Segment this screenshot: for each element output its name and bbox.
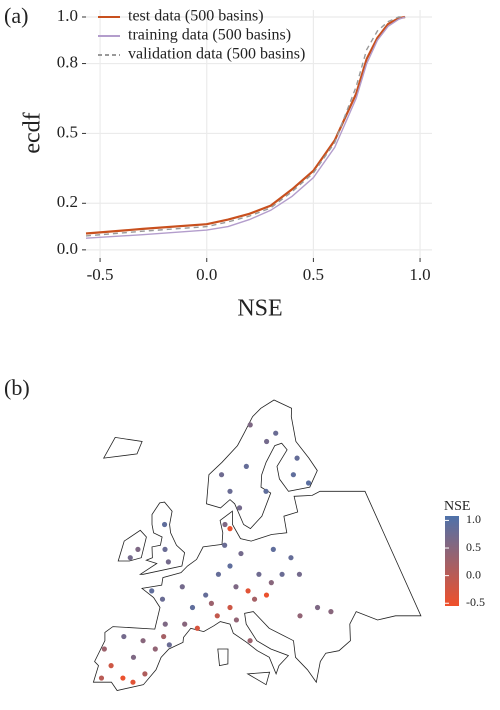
station-point bbox=[264, 438, 270, 445]
station-point bbox=[215, 571, 222, 577]
station-point bbox=[227, 526, 233, 532]
country-outline bbox=[217, 648, 229, 667]
station-point bbox=[247, 422, 253, 428]
station-point bbox=[296, 571, 303, 577]
colorbar-label: 0.0 bbox=[466, 567, 481, 581]
station-point bbox=[251, 596, 258, 602]
station-point bbox=[179, 584, 185, 590]
ecdf-line bbox=[85, 15, 406, 235]
station-point bbox=[263, 592, 270, 598]
station-point bbox=[101, 646, 107, 652]
station-point bbox=[218, 472, 225, 478]
station-point bbox=[166, 642, 172, 648]
x-axis-label: NSE bbox=[237, 296, 282, 322]
station-point bbox=[189, 604, 196, 611]
map-land bbox=[92, 399, 422, 691]
colorbar-label: 1.0 bbox=[466, 512, 481, 526]
station-point bbox=[135, 546, 141, 553]
station-point bbox=[152, 646, 158, 652]
station-point bbox=[194, 625, 200, 631]
country-outline bbox=[246, 671, 271, 686]
y-tick-label: 0.8 bbox=[57, 52, 78, 71]
station-point bbox=[297, 613, 303, 619]
ecdf-line bbox=[85, 16, 406, 237]
station-point bbox=[182, 621, 188, 627]
ecdf-line bbox=[85, 16, 406, 239]
station-point bbox=[238, 550, 244, 557]
station-point bbox=[273, 430, 279, 436]
station-point bbox=[328, 609, 334, 615]
legend-title: NSE bbox=[444, 499, 470, 514]
station-point bbox=[243, 463, 249, 469]
station-point bbox=[227, 563, 233, 569]
station-point bbox=[288, 555, 294, 561]
station-point bbox=[268, 580, 274, 586]
station-point bbox=[263, 488, 269, 494]
y-tick-label: 0.5 bbox=[57, 122, 78, 141]
panel-label: (a) bbox=[4, 3, 28, 28]
station-point bbox=[294, 455, 300, 461]
y-tick-label: 0.2 bbox=[57, 192, 78, 211]
station-point bbox=[214, 613, 220, 619]
station-point bbox=[270, 546, 276, 553]
station-point bbox=[161, 633, 167, 640]
colorbar-label: -0.5 bbox=[466, 595, 485, 609]
station-point bbox=[162, 621, 168, 627]
x-tick-label: 0.0 bbox=[196, 265, 217, 284]
country-outline bbox=[92, 490, 422, 691]
x-tick-label: 1.0 bbox=[409, 265, 430, 284]
y-axis-label: ecdf bbox=[20, 112, 46, 153]
station-point bbox=[120, 675, 126, 681]
station-point bbox=[208, 600, 215, 606]
station-point bbox=[165, 559, 171, 565]
station-point bbox=[227, 488, 233, 494]
colorbar bbox=[445, 516, 459, 606]
station-point bbox=[121, 633, 127, 640]
station-point bbox=[222, 521, 228, 528]
country-outline bbox=[102, 436, 143, 459]
station-point bbox=[161, 521, 168, 528]
station-point bbox=[314, 604, 321, 611]
x-tick-label: -0.5 bbox=[87, 265, 114, 284]
colorbar-label: 0.5 bbox=[466, 540, 481, 554]
legend-label: validation data (500 basins) bbox=[128, 46, 305, 63]
country-outline bbox=[117, 529, 147, 562]
station-point bbox=[98, 675, 105, 681]
station-point bbox=[227, 604, 233, 611]
station-point bbox=[305, 480, 312, 486]
station-point bbox=[127, 555, 133, 561]
station-point bbox=[162, 546, 168, 553]
y-tick-label: 1.0 bbox=[57, 6, 78, 25]
station-point bbox=[108, 663, 114, 669]
panel-label: (b) bbox=[4, 375, 30, 400]
country-outline bbox=[206, 399, 318, 530]
station-point bbox=[233, 584, 239, 590]
station-point bbox=[222, 542, 228, 548]
station-point bbox=[290, 472, 296, 478]
station-point bbox=[140, 638, 146, 644]
station-point bbox=[149, 588, 155, 594]
legend-label: test data (500 basins) bbox=[128, 8, 264, 25]
y-tick-label: 0.0 bbox=[57, 239, 78, 258]
station-point bbox=[159, 596, 166, 602]
station-point bbox=[247, 638, 253, 644]
station-point bbox=[245, 588, 251, 594]
station-point bbox=[142, 671, 148, 677]
station-point bbox=[256, 571, 262, 577]
station-point bbox=[130, 654, 137, 660]
station-point bbox=[203, 592, 209, 598]
x-tick-label: 0.5 bbox=[303, 265, 324, 284]
station-point bbox=[279, 571, 285, 577]
station-point bbox=[233, 617, 240, 623]
legend-label: training data (500 basins) bbox=[128, 27, 291, 44]
station-point bbox=[236, 505, 243, 511]
station-point bbox=[130, 679, 136, 685]
country-outline bbox=[138, 501, 186, 575]
